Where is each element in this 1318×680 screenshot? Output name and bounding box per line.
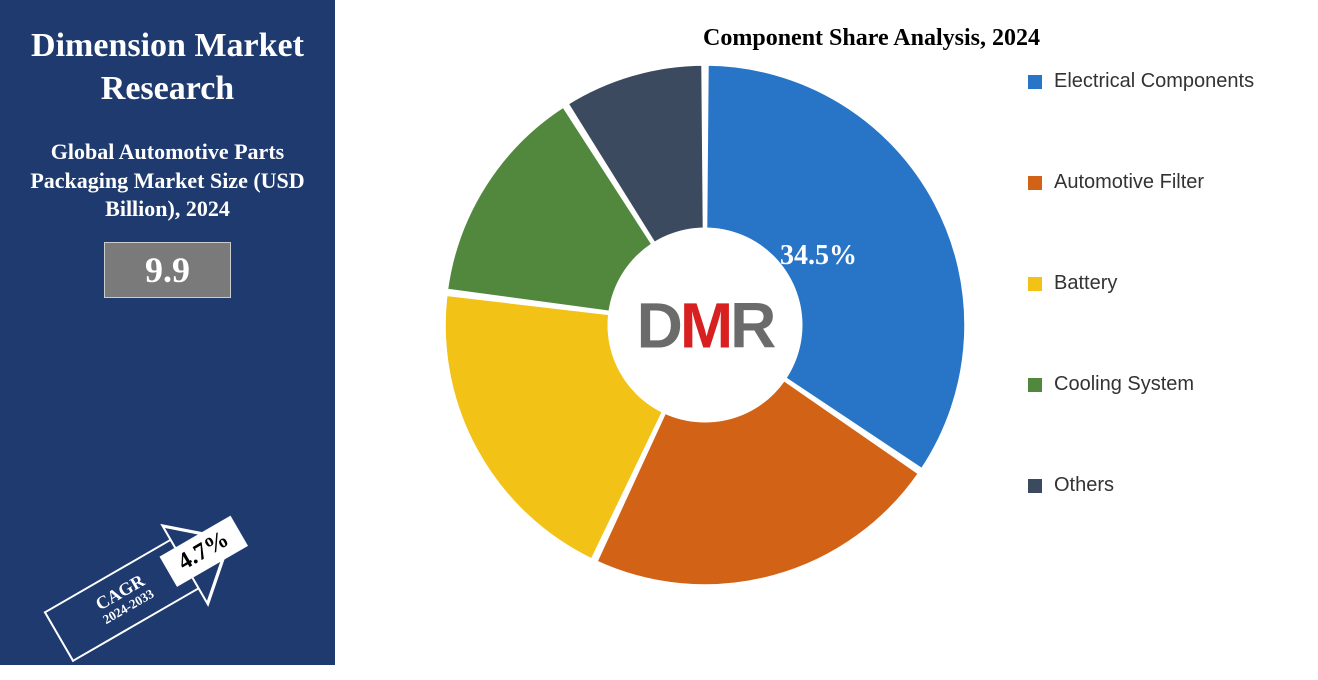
legend-label: Battery [1054, 272, 1117, 295]
legend-label: Cooling System [1054, 373, 1194, 396]
legend-marker-icon [1028, 378, 1042, 392]
logo-char: R [730, 289, 773, 361]
chart-legend: Electrical Components Automotive Filter Ba… [1028, 70, 1278, 497]
chart-panel: Component Share Analysis, 2024 DMR 34.5%… [335, 0, 1318, 665]
legend-label: Others [1054, 474, 1114, 497]
logo-char: M [680, 289, 730, 361]
legend-label: Automotive Filter [1054, 171, 1204, 194]
legend-item: Battery [1028, 272, 1278, 295]
legend-item: Others [1028, 474, 1278, 497]
market-value: 9.9 [104, 242, 231, 298]
logo-char: D [637, 289, 680, 361]
brand-title: Dimension Market Research [15, 25, 320, 110]
legend-label: Electrical Components [1054, 70, 1254, 93]
highlight-data-label: 34.5% [780, 240, 857, 272]
legend-marker-icon [1028, 277, 1042, 291]
left-info-panel: Dimension Market Research Global Automot… [0, 0, 335, 665]
legend-item: Automotive Filter [1028, 171, 1278, 194]
legend-marker-icon [1028, 176, 1042, 190]
market-size-title: Global Automotive Parts Packaging Market… [15, 138, 320, 224]
legend-item: Electrical Components [1028, 70, 1278, 93]
donut-chart: DMR 34.5% [425, 45, 985, 605]
legend-marker-icon [1028, 75, 1042, 89]
legend-item: Cooling System [1028, 373, 1278, 396]
legend-marker-icon [1028, 479, 1042, 493]
cagr-arrow: CAGR 2024-2033 4.7% [35, 496, 256, 678]
chart-center-logo: DMR [608, 228, 803, 423]
logo-text: DMR [637, 288, 774, 362]
